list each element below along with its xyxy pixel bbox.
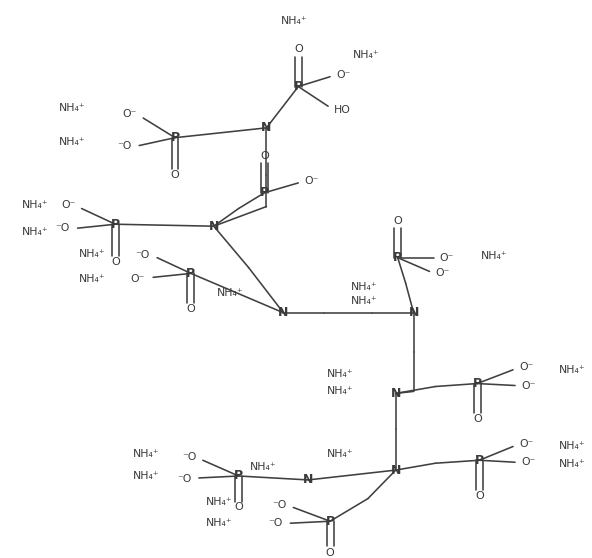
Text: NH₄⁺: NH₄⁺ [559,365,585,375]
Text: P: P [186,267,195,280]
Text: O: O [473,414,482,424]
Text: O⁻: O⁻ [521,381,535,391]
Text: NH₄⁺: NH₄⁺ [353,50,379,60]
Text: P: P [326,514,334,528]
Text: NH₄⁺: NH₄⁺ [327,449,354,459]
Text: NH₄⁺: NH₄⁺ [481,251,508,261]
Text: O: O [326,548,334,558]
Text: O: O [234,502,243,512]
Text: NH₄⁺: NH₄⁺ [351,296,378,306]
Text: ⁻O: ⁻O [135,250,149,259]
Text: ⁻O: ⁻O [55,223,70,233]
Text: NH₄⁺: NH₄⁺ [22,200,49,210]
Text: O⁻: O⁻ [436,268,450,278]
Text: N: N [303,473,313,487]
Text: O⁻: O⁻ [519,362,533,372]
Text: HO: HO [334,105,351,115]
Text: O: O [260,151,269,161]
Text: O⁻: O⁻ [521,457,535,467]
Text: O⁻: O⁻ [123,109,137,119]
Text: NH₄⁺: NH₄⁺ [79,275,105,285]
Text: NH₄⁺: NH₄⁺ [79,249,105,259]
Text: NH₄⁺: NH₄⁺ [559,441,585,451]
Text: NH₄⁺: NH₄⁺ [22,227,49,237]
Text: ⁻O: ⁻O [268,518,282,528]
Text: O⁻: O⁻ [519,439,533,449]
Text: O: O [170,170,179,180]
Text: NH₄⁺: NH₄⁺ [351,282,378,292]
Text: ⁻O: ⁻O [272,499,287,509]
Text: ⁻O: ⁻O [178,474,192,484]
Text: O: O [111,257,120,267]
Text: NH₄⁺: NH₄⁺ [327,369,354,379]
Text: NH₄⁺: NH₄⁺ [133,449,159,459]
Text: O⁻: O⁻ [439,253,454,263]
Text: NH₄⁺: NH₄⁺ [250,462,276,472]
Text: O⁻: O⁻ [336,70,350,80]
Text: NH₄⁺: NH₄⁺ [59,103,85,113]
Text: ⁻O: ⁻O [182,453,197,463]
Text: P: P [393,251,403,264]
Text: N: N [208,220,219,233]
Text: NH₄⁺: NH₄⁺ [206,518,233,528]
Text: O: O [475,490,484,501]
Text: P: P [475,454,484,466]
Text: NH₄⁺: NH₄⁺ [559,459,585,469]
Text: O: O [294,44,303,54]
Text: P: P [170,131,179,144]
Text: NH₄⁺: NH₄⁺ [217,288,243,298]
Text: O: O [186,304,195,314]
Text: P: P [294,80,303,93]
Text: NH₄⁺: NH₄⁺ [327,387,354,396]
Text: N: N [391,464,401,477]
Text: N: N [391,387,401,400]
Text: P: P [234,469,243,483]
Text: O⁻: O⁻ [131,275,145,285]
Text: O⁻: O⁻ [61,200,76,210]
Text: O: O [393,217,402,227]
Text: P: P [111,218,120,230]
Text: P: P [260,186,269,199]
Text: NH₄⁺: NH₄⁺ [133,471,159,481]
Text: N: N [278,306,288,319]
Text: NH₄⁺: NH₄⁺ [206,497,233,507]
Text: N: N [408,306,419,319]
Text: O⁻: O⁻ [304,176,318,186]
Text: NH₄⁺: NH₄⁺ [59,137,85,147]
Text: P: P [472,377,482,390]
Text: NH₄⁺: NH₄⁺ [281,16,308,26]
Text: N: N [261,121,272,134]
Text: ⁻O: ⁻O [117,141,131,151]
